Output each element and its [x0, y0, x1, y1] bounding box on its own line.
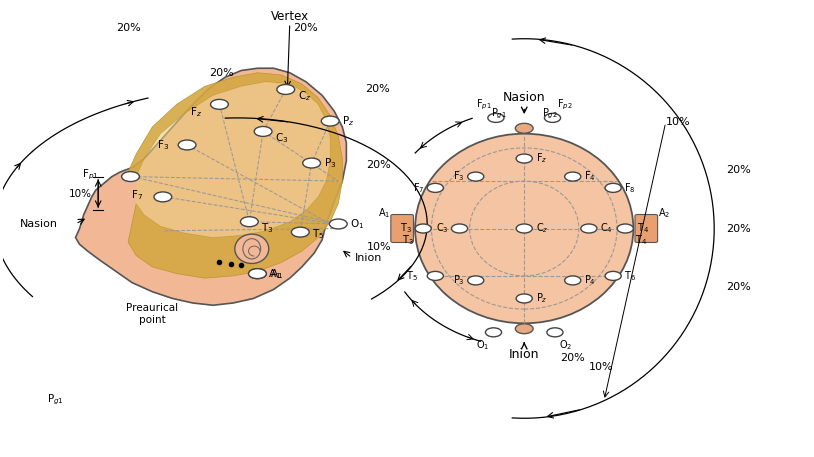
Text: C$_4$: C$_4$ [600, 222, 613, 235]
Polygon shape [128, 73, 343, 278]
Ellipse shape [515, 324, 533, 334]
Text: 10%: 10% [666, 117, 690, 128]
Circle shape [178, 140, 196, 150]
Text: 10%: 10% [366, 242, 392, 251]
Text: C$_3$: C$_3$ [275, 131, 289, 145]
Text: C$_3$: C$_3$ [435, 222, 449, 235]
Polygon shape [76, 68, 347, 305]
Circle shape [467, 276, 484, 285]
Text: O$_1$: O$_1$ [476, 338, 489, 352]
Ellipse shape [415, 134, 633, 323]
Text: C$_z$: C$_z$ [298, 89, 311, 103]
Text: 20%: 20% [726, 282, 751, 292]
Text: T$_5$: T$_5$ [313, 228, 325, 241]
Text: F$_{p1}$: F$_{p1}$ [81, 167, 98, 181]
Circle shape [254, 127, 272, 136]
Text: 20%: 20% [116, 22, 141, 32]
Text: 20%: 20% [726, 165, 751, 175]
Circle shape [291, 227, 309, 237]
Circle shape [605, 271, 621, 281]
Text: F$_3$: F$_3$ [453, 170, 465, 183]
Circle shape [427, 183, 444, 192]
Text: F$_{p2}$: F$_{p2}$ [557, 98, 572, 112]
Circle shape [452, 224, 467, 233]
Circle shape [488, 113, 504, 122]
Circle shape [467, 172, 484, 181]
Text: T$_4$: T$_4$ [637, 222, 649, 235]
Text: F$_z$: F$_z$ [536, 152, 547, 165]
Circle shape [322, 116, 339, 126]
Circle shape [516, 154, 532, 163]
Text: F$_3$: F$_3$ [157, 138, 169, 152]
Circle shape [565, 276, 581, 285]
Text: P$_{g1}$: P$_{g1}$ [47, 393, 64, 407]
Text: O$_2$: O$_2$ [559, 338, 572, 352]
Text: F$_{p1}$: F$_{p1}$ [476, 98, 492, 112]
Text: 20%: 20% [366, 160, 392, 170]
Circle shape [303, 158, 321, 168]
Circle shape [516, 224, 532, 233]
Polygon shape [136, 82, 330, 238]
Text: Vertex: Vertex [271, 10, 309, 23]
Text: 20%: 20% [560, 353, 585, 363]
Text: A$_1$: A$_1$ [269, 267, 282, 281]
Text: A$_2$: A$_2$ [658, 207, 670, 220]
Circle shape [581, 224, 597, 233]
Text: P$_{g1}$: P$_{g1}$ [491, 106, 506, 121]
Ellipse shape [234, 234, 269, 264]
Circle shape [547, 328, 563, 337]
Text: 20%: 20% [726, 223, 751, 234]
Text: T$_3$: T$_3$ [401, 233, 414, 247]
Circle shape [277, 85, 295, 95]
Circle shape [617, 224, 633, 233]
Circle shape [516, 294, 532, 303]
Text: 10%: 10% [68, 189, 92, 199]
Circle shape [330, 219, 348, 229]
Text: Preaurical
point: Preaurical point [126, 303, 178, 324]
FancyBboxPatch shape [635, 214, 658, 243]
Ellipse shape [515, 123, 533, 133]
Text: A$_1$: A$_1$ [268, 267, 281, 281]
Text: F$_4$: F$_4$ [584, 170, 596, 183]
Text: T$_3$: T$_3$ [400, 222, 412, 235]
Text: Inion: Inion [509, 348, 540, 361]
FancyBboxPatch shape [391, 214, 414, 243]
Circle shape [545, 113, 561, 122]
Text: P$_z$: P$_z$ [343, 114, 355, 128]
Circle shape [121, 172, 139, 181]
Text: P$_4$: P$_4$ [584, 274, 596, 287]
Text: 20%: 20% [294, 22, 318, 32]
Text: F$_7$: F$_7$ [130, 188, 142, 202]
Text: Nasion: Nasion [503, 91, 545, 104]
Text: O$_1$: O$_1$ [350, 217, 365, 231]
Circle shape [605, 183, 621, 192]
Circle shape [154, 192, 172, 202]
Text: F$_z$: F$_z$ [190, 106, 202, 119]
Circle shape [248, 269, 266, 279]
Text: P$_3$: P$_3$ [453, 274, 465, 287]
Text: F$_8$: F$_8$ [624, 181, 636, 195]
Circle shape [240, 217, 258, 227]
Text: 20%: 20% [365, 84, 390, 94]
Text: 20%: 20% [208, 68, 234, 78]
Text: Inion: Inion [354, 253, 382, 263]
Circle shape [211, 99, 229, 109]
Text: T$_5$: T$_5$ [405, 269, 418, 283]
Text: F$_7$: F$_7$ [413, 181, 424, 195]
Text: P$_3$: P$_3$ [324, 156, 336, 170]
Text: T$_3$: T$_3$ [261, 222, 274, 235]
Text: A$_1$: A$_1$ [379, 207, 391, 220]
Text: C$_z$: C$_z$ [536, 222, 548, 235]
Circle shape [565, 172, 581, 181]
Text: 10%: 10% [589, 361, 614, 372]
Text: Nasion: Nasion [20, 219, 58, 229]
Text: P$_z$: P$_z$ [536, 292, 547, 305]
Circle shape [485, 328, 501, 337]
Text: T$_6$: T$_6$ [624, 269, 637, 283]
Circle shape [427, 271, 444, 281]
Circle shape [415, 224, 431, 233]
Text: T$_4$: T$_4$ [635, 233, 647, 247]
Text: P$_{g2}$: P$_{g2}$ [542, 106, 558, 121]
Circle shape [248, 269, 266, 279]
